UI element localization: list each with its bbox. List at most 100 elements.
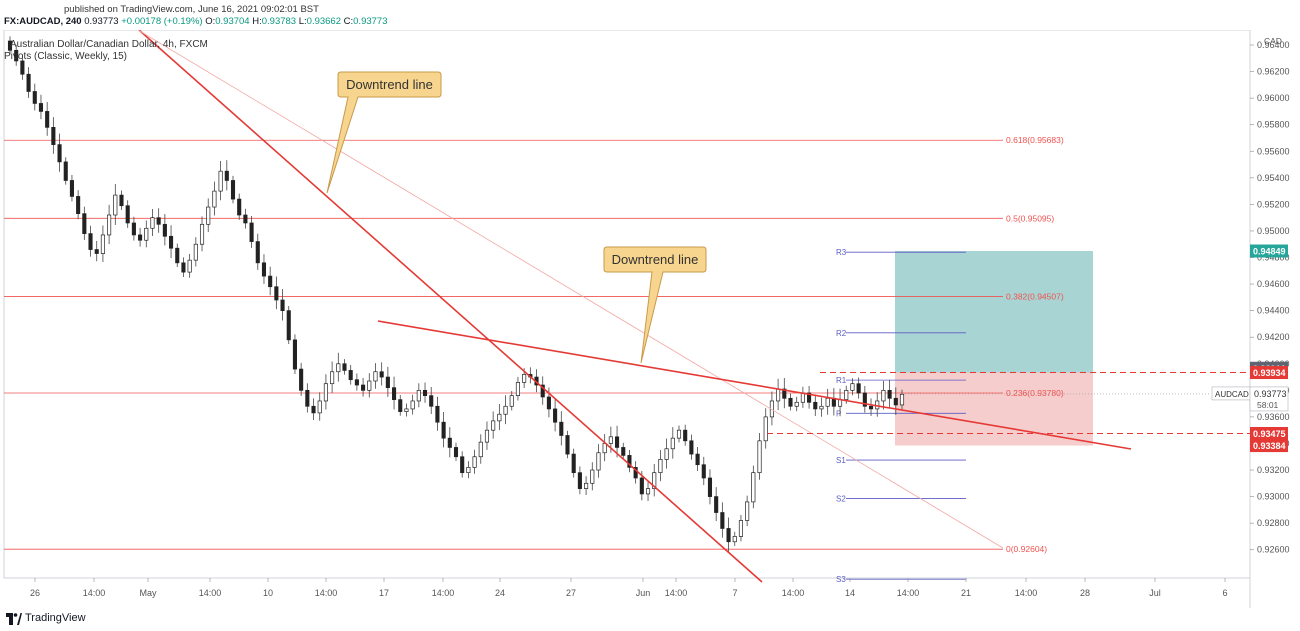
candle-body <box>323 383 328 402</box>
close-label: C: <box>343 16 354 27</box>
price-tag-text: 0.94849 <box>1253 247 1286 257</box>
candle-body <box>404 408 409 412</box>
candle <box>596 444 601 478</box>
price-axis-label: 0.93600 <box>1257 412 1290 422</box>
candle <box>732 531 737 546</box>
candle <box>63 157 68 185</box>
candle-body <box>596 452 601 471</box>
time-axis-label: 14 <box>845 588 855 598</box>
candle <box>738 515 743 542</box>
downtrend-callout-2[interactable]: Downtrend line <box>603 246 707 364</box>
candle <box>441 411 446 448</box>
candle-body <box>540 384 545 398</box>
candle <box>162 214 167 246</box>
candle <box>664 438 669 469</box>
candle-body <box>602 443 607 454</box>
candle-body <box>292 339 297 370</box>
price-tag-text: 0.93384 <box>1253 441 1286 451</box>
legend-indicator: Pivots (Classic, Weekly, 15) <box>4 51 127 62</box>
fib-level-label: 0.5(0.95095) <box>1006 213 1054 223</box>
candle-body <box>633 467 638 479</box>
candle-body <box>69 180 74 197</box>
candle <box>751 465 756 509</box>
chart-area[interactable]: 0.618(0.95683) 0.5(0.95095) 0.382(0.94507)… <box>0 30 1300 608</box>
candle-body <box>497 413 502 422</box>
dashed-levels <box>767 372 1250 434</box>
candle-body <box>311 405 316 414</box>
candle-body <box>342 363 347 371</box>
candle <box>435 396 440 431</box>
candle <box>466 461 471 479</box>
candle-body <box>354 379 359 386</box>
candle-body <box>280 299 285 311</box>
candle <box>757 432 762 480</box>
time-axis[interactable]: 26 14:00 May 14:00 10 14:00 17 14:00 24 27 Jun 14:0… <box>30 578 1228 598</box>
last-price-text: 0.93773 <box>1254 389 1287 399</box>
symbol-name: FX:AUDCAD, 240 <box>4 16 82 27</box>
price-tag-text: 0.93934 <box>1253 368 1286 378</box>
candle <box>881 380 886 410</box>
candle-body <box>422 389 428 396</box>
candle-body <box>701 464 706 479</box>
price-chart[interactable]: 0.618(0.95683) 0.5(0.95095) 0.382(0.94507)… <box>0 30 1300 608</box>
downtrend-callout-1[interactable]: Downtrend line <box>326 71 442 194</box>
price-axis-label: 0.95800 <box>1257 120 1290 130</box>
candle <box>280 288 285 321</box>
candle <box>38 94 44 120</box>
pivot-level-label: S3 <box>836 575 846 584</box>
high-label: H: <box>252 16 262 27</box>
candle-body <box>416 389 421 402</box>
time-axis-label: 17 <box>379 588 389 598</box>
candle-body <box>63 161 68 181</box>
price-axis-label: 0.95000 <box>1257 226 1290 236</box>
candle-body <box>330 371 335 385</box>
legend: Australian Dollar/Canadian Dollar, 4h, F… <box>4 39 208 62</box>
main-downtrend-line[interactable] <box>138 30 763 583</box>
candle-body <box>367 380 372 391</box>
candle <box>261 254 267 284</box>
candle <box>429 387 434 415</box>
candle <box>416 383 421 408</box>
faint-trend-line[interactable] <box>137 30 1004 549</box>
footer-brand: TradingView <box>25 612 86 624</box>
price-axis-label: 0.94400 <box>1257 306 1290 316</box>
secondary-downtrend-line[interactable] <box>377 320 1132 450</box>
candle-body <box>714 496 719 513</box>
candle-body <box>38 103 44 112</box>
candle <box>850 378 855 396</box>
candle <box>20 54 25 80</box>
candle-body <box>144 227 149 241</box>
candle-body <box>800 392 805 403</box>
candle <box>584 476 589 495</box>
candle <box>385 366 390 397</box>
time-axis-label: May <box>139 588 157 598</box>
price-axis[interactable]: CAD 0.926000.928000.930000.932000.934000… <box>1250 36 1290 555</box>
pivot-level-label: R1 <box>836 376 847 385</box>
candle <box>540 376 545 405</box>
candle <box>14 44 19 66</box>
price-axis-label: 0.95600 <box>1257 146 1290 156</box>
candle <box>893 387 898 415</box>
candle-body <box>392 387 397 400</box>
price-tag-box <box>1250 366 1288 380</box>
candle-body <box>125 205 130 224</box>
candle-body <box>491 420 496 431</box>
candle <box>255 233 260 270</box>
candle <box>652 464 657 497</box>
candle-body <box>726 528 731 543</box>
candle-body <box>577 472 582 489</box>
pivot-level-label: S2 <box>836 495 846 504</box>
candle-body <box>565 435 570 455</box>
candle-body <box>757 440 762 474</box>
price-tags: 0.948490.939660.939340.934750.93384AUDCA… <box>1211 244 1289 453</box>
callout-text: Downtrend line <box>612 252 699 267</box>
candle-body <box>838 399 843 407</box>
candle <box>887 380 892 408</box>
price-axis-label: 0.94200 <box>1257 332 1290 342</box>
price-tag: 0.93934 <box>1250 366 1288 380</box>
candle-body <box>645 488 651 495</box>
candle <box>7 36 13 55</box>
price-axis-label: 0.92800 <box>1257 518 1290 528</box>
candle-body <box>738 520 743 537</box>
candle <box>249 215 254 248</box>
